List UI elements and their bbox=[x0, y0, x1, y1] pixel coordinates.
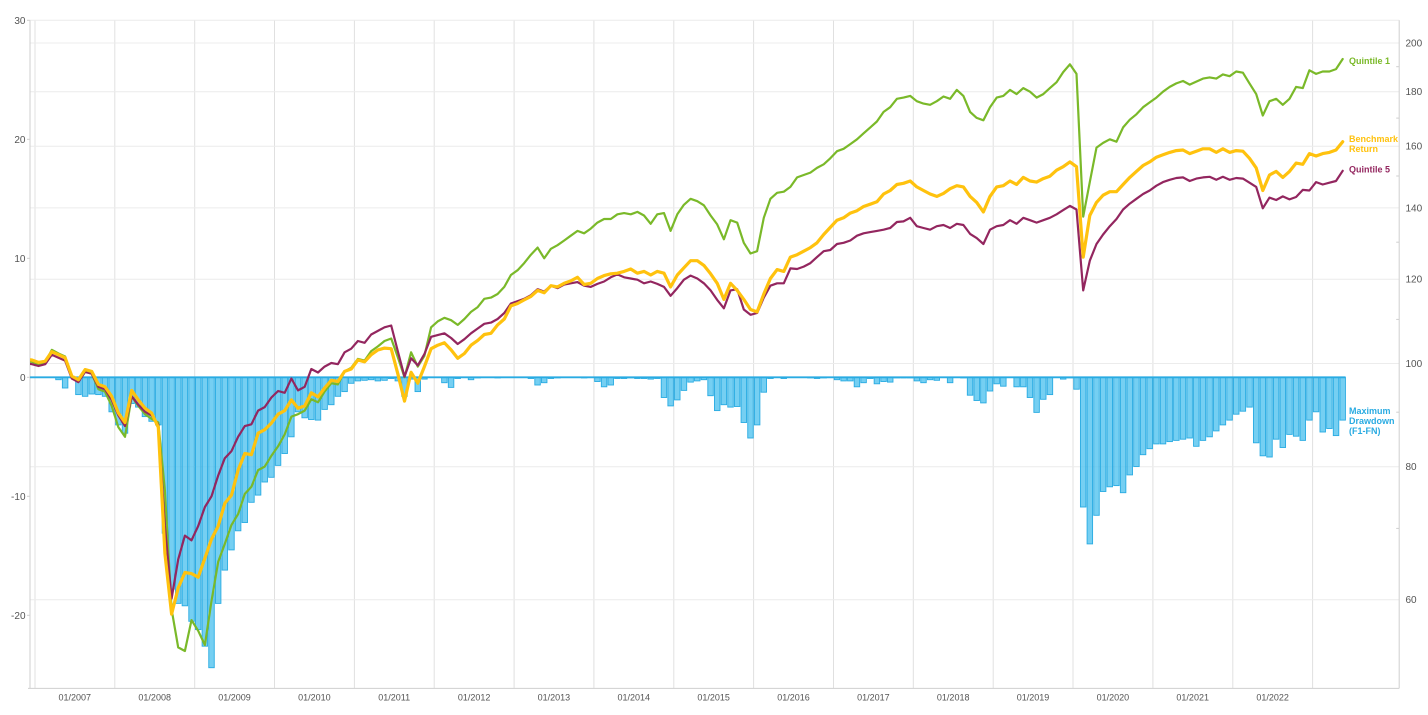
svg-text:01/2008: 01/2008 bbox=[138, 693, 171, 703]
svg-text:10: 10 bbox=[14, 254, 26, 265]
svg-text:120: 120 bbox=[1406, 275, 1423, 286]
svg-text:160: 160 bbox=[1406, 142, 1423, 153]
svg-text:(F1-FN): (F1-FN) bbox=[1349, 426, 1381, 436]
svg-text:01/2017: 01/2017 bbox=[857, 693, 890, 703]
svg-text:Quintile 5: Quintile 5 bbox=[1349, 165, 1390, 175]
svg-text:100: 100 bbox=[1406, 359, 1423, 370]
svg-text:01/2011: 01/2011 bbox=[378, 693, 410, 703]
svg-text:Maximum: Maximum bbox=[1349, 406, 1391, 416]
svg-text:-10: -10 bbox=[11, 492, 26, 503]
svg-text:30: 30 bbox=[14, 16, 26, 27]
svg-text:01/2013: 01/2013 bbox=[538, 693, 571, 703]
svg-text:01/2012: 01/2012 bbox=[458, 693, 491, 703]
svg-text:Return: Return bbox=[1349, 144, 1378, 154]
svg-text:Benchmark: Benchmark bbox=[1349, 134, 1399, 144]
svg-text:140: 140 bbox=[1406, 203, 1423, 214]
svg-text:-20: -20 bbox=[11, 611, 26, 622]
svg-text:01/2009: 01/2009 bbox=[218, 693, 251, 703]
svg-text:01/2020: 01/2020 bbox=[1097, 693, 1130, 703]
svg-text:Drawdown: Drawdown bbox=[1349, 416, 1395, 426]
svg-text:01/2019: 01/2019 bbox=[1017, 693, 1050, 703]
svg-text:01/2018: 01/2018 bbox=[937, 693, 970, 703]
svg-text:01/2022: 01/2022 bbox=[1256, 693, 1289, 703]
svg-text:Quintile 1: Quintile 1 bbox=[1349, 56, 1390, 66]
svg-text:01/2010: 01/2010 bbox=[298, 693, 331, 703]
svg-text:200: 200 bbox=[1406, 39, 1423, 50]
svg-text:01/2007: 01/2007 bbox=[59, 693, 92, 703]
svg-text:20: 20 bbox=[14, 135, 26, 146]
svg-text:01/2021: 01/2021 bbox=[1176, 693, 1209, 703]
svg-text:80: 80 bbox=[1406, 462, 1418, 473]
svg-text:01/2015: 01/2015 bbox=[697, 693, 730, 703]
svg-text:60: 60 bbox=[1406, 595, 1418, 606]
svg-text:01/2014: 01/2014 bbox=[618, 693, 651, 703]
svg-text:180: 180 bbox=[1406, 87, 1423, 98]
svg-text:0: 0 bbox=[20, 373, 26, 384]
svg-text:01/2016: 01/2016 bbox=[777, 693, 810, 703]
